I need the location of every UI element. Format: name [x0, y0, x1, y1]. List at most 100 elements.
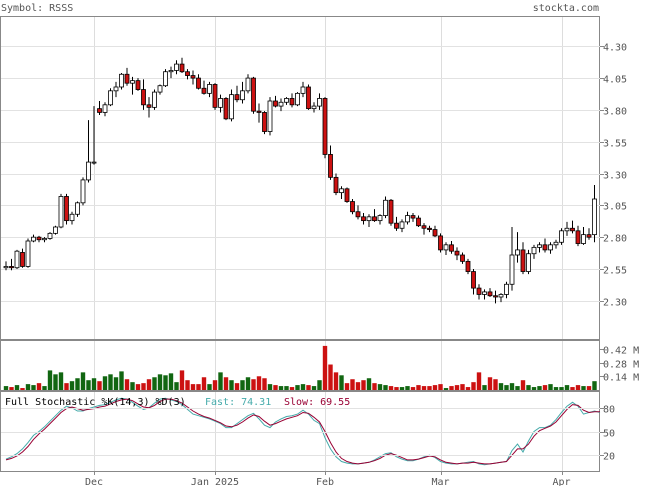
candle-body	[311, 105, 317, 110]
candle-body	[564, 227, 570, 232]
volume-bar	[306, 385, 311, 390]
candle-body	[86, 161, 91, 181]
volume-bar	[564, 385, 570, 390]
volume-bar	[262, 378, 267, 390]
volume-bar	[251, 379, 256, 390]
candle-body	[322, 98, 328, 155]
candlestick-series	[3, 57, 597, 304]
volume-bar	[47, 370, 53, 390]
candle-body	[102, 104, 108, 113]
candle-body	[119, 73, 124, 88]
candle-body	[333, 176, 339, 194]
candle-body	[317, 98, 322, 107]
y-tick-label: 2.55	[603, 266, 627, 277]
candle-body	[207, 84, 212, 94]
candle-body	[152, 91, 157, 108]
x-tick-label: Feb	[316, 477, 334, 486]
candle-body	[592, 198, 597, 236]
volume-bar	[311, 386, 317, 390]
x-tick-label: Jan 2025	[191, 477, 239, 486]
volume-bar	[3, 386, 9, 390]
volume-bar	[119, 371, 124, 390]
volume-bar	[42, 386, 47, 390]
volume-bar	[53, 374, 58, 390]
candle-body	[130, 80, 135, 84]
candle-body	[234, 94, 240, 101]
candle-body	[344, 188, 350, 202]
candle-body	[372, 216, 377, 222]
volume-bar	[185, 380, 190, 390]
volume-bar	[97, 381, 102, 390]
volume-bar	[366, 378, 372, 390]
volume-bar	[372, 383, 377, 390]
volume-bar	[69, 381, 75, 390]
candle-body	[531, 246, 537, 255]
candle-body	[174, 63, 179, 71]
candle-body	[570, 227, 575, 232]
candle-body	[553, 241, 559, 246]
candle-body	[157, 85, 163, 93]
volume-bar	[592, 381, 597, 390]
volume-bar	[300, 384, 306, 390]
y-tick-label: 3.80	[603, 107, 627, 118]
volume-bar	[218, 372, 223, 390]
volume-bar	[394, 387, 399, 390]
volume-bar	[493, 379, 498, 390]
volume-bar	[102, 376, 108, 390]
candle-body	[399, 221, 405, 229]
y-tick-label: 2.30	[603, 298, 627, 309]
volume-bar	[36, 383, 42, 390]
candle-body	[350, 201, 355, 213]
candle-body	[487, 291, 493, 297]
volume-axis: 0.42 M 0.28 M 0.14 M	[600, 346, 639, 384]
candle-body	[229, 94, 234, 120]
volume-bar	[130, 382, 135, 390]
candle-body	[366, 216, 372, 222]
volume-bar	[86, 380, 91, 390]
volume-bar	[207, 384, 212, 390]
x-tick-label: Dec	[85, 477, 103, 486]
candle-body	[91, 161, 97, 164]
candle-body	[537, 244, 542, 248]
volume-bar	[146, 379, 152, 390]
volume-bar	[339, 375, 344, 390]
volume-bar	[273, 385, 278, 390]
volume-bar	[14, 385, 20, 390]
volume-bar	[504, 385, 509, 390]
volume-bar	[542, 385, 548, 390]
candle-body	[273, 100, 278, 107]
candle-body	[465, 260, 471, 272]
candle-body	[482, 291, 487, 295]
volume-bar	[586, 386, 592, 390]
volume-bar	[416, 385, 421, 390]
volume-bar	[295, 385, 300, 390]
volume-bar	[454, 385, 460, 390]
candle-body	[20, 252, 25, 267]
candle-body	[526, 253, 531, 272]
volume-bar	[9, 387, 14, 390]
candle-body	[240, 90, 245, 101]
volume-bar	[135, 384, 141, 390]
y-tick-label: 3.30	[603, 171, 627, 182]
volume-bar	[267, 384, 273, 390]
y-tick-label: 4.30	[603, 43, 627, 54]
volume-bar	[520, 380, 526, 390]
candle-body	[201, 87, 207, 94]
candle-body	[328, 154, 333, 178]
candle-body	[80, 179, 86, 204]
candle-body	[42, 238, 47, 241]
volume-bar	[31, 385, 36, 390]
volume-tick-label: 0.28 M	[603, 360, 639, 371]
site-label: stockta.com	[533, 3, 599, 14]
volume-bar	[355, 382, 361, 390]
stochastic-tick-label: 20	[603, 452, 615, 463]
volume-bar	[449, 386, 454, 390]
volume-bar	[201, 377, 207, 390]
candle-body	[168, 70, 174, 73]
volume-bar	[509, 383, 515, 390]
volume-bar	[278, 386, 284, 390]
volume-bar	[80, 372, 86, 390]
volume-bar	[344, 383, 350, 390]
